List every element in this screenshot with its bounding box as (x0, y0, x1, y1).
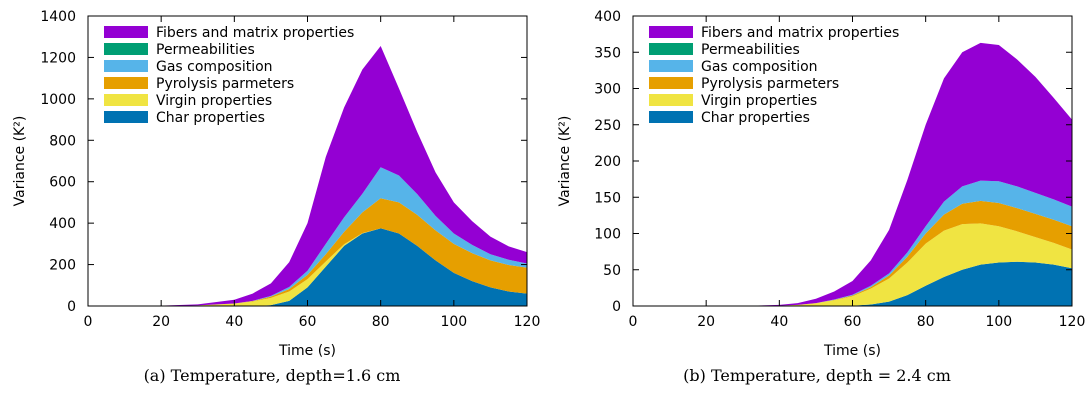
legend-swatch (104, 94, 148, 106)
legend-label: Virgin properties (701, 93, 817, 109)
y-tick-label: 0 (612, 299, 621, 315)
x-axis-label: Time (s) (278, 343, 336, 359)
x-tick-label: 80 (372, 314, 390, 330)
chart-panel-a: 0 20 40 60 80 100 120 0 200 400 600 800 1000 1200 1400… (0, 0, 544, 401)
y-tick-label: 250 (594, 118, 621, 134)
y-tick-label: 350 (594, 45, 621, 61)
x-tick-label: 120 (1059, 314, 1086, 330)
legend-label: Char properties (701, 110, 810, 126)
legend-swatch (649, 43, 693, 55)
area-series-fibers-and-matrix-properties (633, 42, 1072, 306)
legend-swatch (649, 60, 693, 72)
area-series-char-properties (88, 228, 527, 306)
x-tick-label: 20 (697, 314, 715, 330)
y-tick-label: 400 (594, 9, 621, 25)
legend-swatch (104, 60, 148, 72)
legend-swatch (104, 26, 148, 38)
y-tick-label: 200 (49, 258, 76, 274)
legend-label: Permeabilities (701, 42, 800, 58)
x-tick-label: 20 (152, 314, 170, 330)
x-tick-label: 60 (299, 314, 317, 330)
y-tick-label: 1000 (40, 92, 76, 108)
legend-swatch (104, 43, 148, 55)
chart-caption-a: (a) Temperature, depth=1.6 cm (143, 366, 401, 385)
legend-label: Pyrolysis parmeters (701, 76, 839, 92)
x-tick-label: 120 (514, 314, 541, 330)
y-tick-label: 600 (49, 175, 76, 191)
legend-swatch (649, 94, 693, 106)
x-tick-label: 60 (844, 314, 862, 330)
x-tick-label: 0 (84, 314, 93, 330)
legend-swatch (104, 111, 148, 123)
legend-label: Permeabilities (156, 42, 255, 58)
legend-label: Fibers and matrix properties (156, 25, 354, 41)
y-tick-label: 150 (594, 190, 621, 206)
legend: Fibers and matrix propertiesPermeabiliti… (104, 25, 354, 126)
x-axis-label: Time (s) (823, 343, 881, 359)
legend-label: Virgin properties (156, 93, 272, 109)
area-series-char-properties (633, 261, 1072, 306)
y-tick-label: 200 (594, 154, 621, 170)
y-tick-label: 800 (49, 133, 76, 149)
area-series-gas-composition (88, 167, 527, 306)
y-tick-label: 50 (603, 263, 621, 279)
chart-caption-b: (b) Temperature, depth = 2.4 cm (683, 366, 951, 385)
legend-swatch (649, 26, 693, 38)
y-tick-label: 0 (67, 299, 76, 315)
area-series-virgin-properties (633, 223, 1072, 306)
x-tick-label: 0 (629, 314, 638, 330)
legend-swatch (104, 77, 148, 89)
legend-label: Char properties (156, 110, 265, 126)
y-axis-label: Variance (K²) (12, 116, 28, 207)
x-tick-label: 100 (985, 314, 1012, 330)
area-series-gas-composition (633, 180, 1072, 306)
legend-label: Gas composition (156, 59, 273, 75)
chart-panel-b: 0 20 40 60 80 100 120 0 50 100 150 200 250 300 350 400 T… (545, 0, 1089, 401)
x-tick-label: 40 (225, 314, 243, 330)
legend-label: Fibers and matrix properties (701, 25, 899, 41)
chart-b: 0 20 40 60 80 100 120 0 50 100 150 200 250 300 350 400 T… (557, 9, 1086, 359)
legend-swatch (649, 77, 693, 89)
y-tick-label: 400 (49, 216, 76, 232)
chart-a: 0 20 40 60 80 100 1200200400600800100012001400… (12, 9, 541, 359)
area-series-pyrolysis-parmeters (88, 198, 527, 306)
y-tick-label: 100 (594, 227, 621, 243)
legend-label: Gas composition (701, 59, 818, 75)
x-tick-label: 40 (770, 314, 788, 330)
y-axis-label: Variance (K²) (557, 116, 573, 207)
legend: Fibers and matrix propertiesPermeabiliti… (649, 25, 899, 126)
y-tick-label: 1200 (40, 50, 76, 66)
x-tick-label: 80 (917, 314, 935, 330)
y-tick-label: 300 (594, 82, 621, 98)
area-series-fibers-and-matrix-properties (88, 46, 527, 306)
legend-swatch (649, 111, 693, 123)
y-tick-label: 1400 (40, 9, 76, 25)
x-tick-label: 100 (440, 314, 467, 330)
legend-label: Pyrolysis parmeters (156, 76, 294, 92)
